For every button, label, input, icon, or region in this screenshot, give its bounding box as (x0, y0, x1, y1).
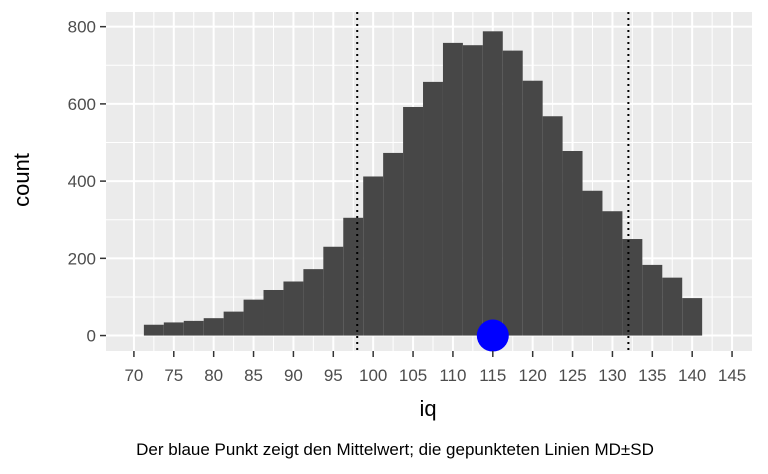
histogram-bar (642, 264, 663, 336)
histogram-bar (383, 152, 404, 336)
x-tick-label: 120 (518, 366, 546, 385)
histogram-bar (203, 318, 224, 336)
x-tick-label: 75 (164, 366, 183, 385)
x-axis: 70 75 80 85 90 95 100 105 110 115 120 125 130 135 140 1… (124, 351, 746, 385)
histogram-bar (662, 277, 683, 336)
y-tick-label: 800 (68, 18, 96, 37)
chart-caption: Der blaue Punkt zeigt den Mittelwert; di… (136, 440, 654, 459)
histogram-bar (582, 190, 603, 336)
mean-point (476, 319, 509, 352)
x-tick-label: 90 (284, 366, 303, 385)
histogram-bar (562, 150, 583, 336)
histogram-bar (682, 298, 703, 336)
x-tick-label: 140 (678, 366, 706, 385)
x-tick-label: 70 (124, 366, 143, 385)
histogram-bar (183, 320, 204, 336)
x-tick-label: 135 (638, 366, 666, 385)
x-tick-label: 95 (324, 366, 343, 385)
histogram-bar (462, 45, 483, 336)
x-tick-label: 110 (439, 366, 466, 385)
x-tick-label: 115 (479, 366, 506, 385)
histogram-bar (482, 31, 503, 336)
x-tick-label: 100 (359, 366, 387, 385)
sd-lines (356, 12, 630, 351)
x-tick-label: 80 (204, 366, 223, 385)
histogram-bar (223, 311, 244, 336)
y-tick-label: 600 (68, 95, 96, 114)
x-tick-label: 85 (244, 366, 263, 385)
y-tick-label: 200 (68, 249, 96, 268)
x-tick-label: 145 (718, 366, 746, 385)
histogram-bar (143, 324, 164, 336)
histogram-bar (602, 211, 623, 336)
histogram-bar (243, 299, 264, 336)
histogram-bar (303, 269, 324, 336)
histogram-bar (343, 217, 364, 336)
histogram-bar (363, 176, 384, 336)
histogram-bar (423, 81, 443, 336)
histogram-bar (622, 239, 643, 336)
histogram-bar (442, 42, 463, 336)
histogram-bar (542, 116, 563, 336)
y-axis-title: count (9, 153, 34, 207)
y-axis: 0 200 400 600 800 (68, 18, 106, 346)
x-tick-label: 105 (399, 366, 427, 385)
x-tick-label: 130 (598, 366, 626, 385)
mean-point-layer (476, 319, 509, 352)
histogram-bar (323, 246, 344, 336)
y-tick-label: 0 (87, 327, 96, 346)
y-tick-label: 400 (68, 172, 96, 191)
histogram-bar (502, 50, 523, 336)
histogram-bars (143, 31, 703, 336)
histogram-bar (263, 289, 284, 336)
histogram-bar (163, 322, 184, 336)
histogram-bar (283, 281, 304, 336)
histogram-bar (403, 106, 424, 336)
histogram-bar (522, 80, 543, 336)
x-axis-title: iq (419, 396, 436, 421)
x-tick-label: 125 (558, 366, 586, 385)
